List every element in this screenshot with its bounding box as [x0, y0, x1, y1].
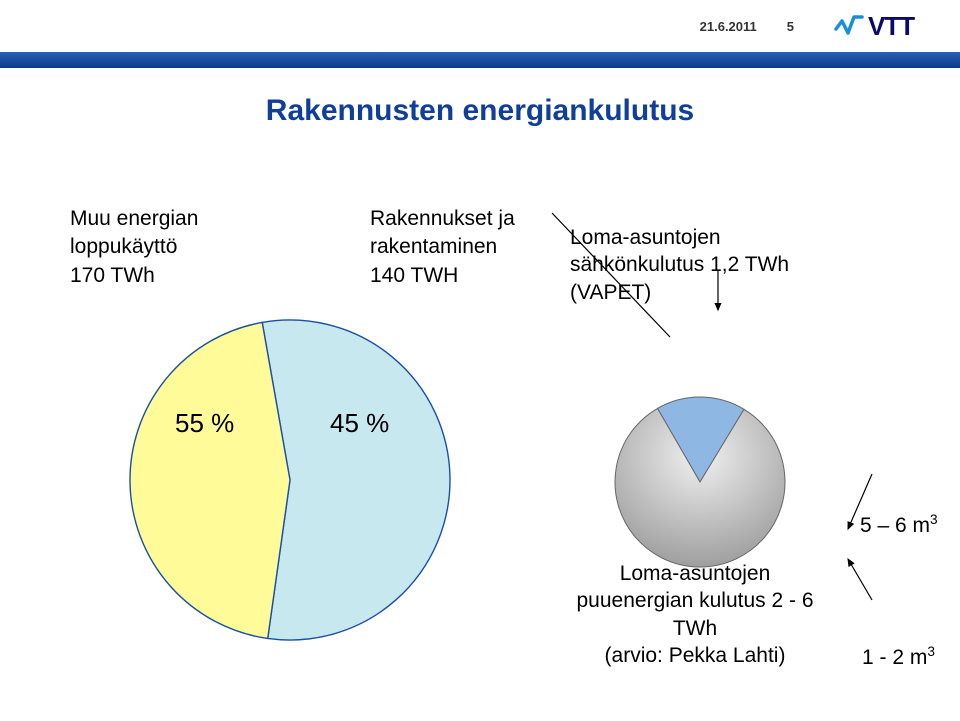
measure-lower: 1 - 2 m3	[862, 644, 935, 670]
annot2-line3: TWh	[555, 615, 835, 642]
slide-page-number: 5	[787, 19, 794, 34]
vtt-logo: VTT	[834, 11, 940, 41]
topbar: 21.6.2011 5 VTT	[0, 0, 960, 52]
measure-lower-val: 1 - 2 m	[862, 646, 927, 669]
slide-date: 21.6.2011	[700, 19, 757, 34]
annotation-wood: Loma-asuntojen puuenergian kulutus 2 - 6…	[555, 560, 835, 669]
logo-text-icon: VTT	[868, 11, 940, 41]
measure-upper-exp: 3	[930, 512, 938, 527]
annot2-line2: puuenergian kulutus 2 - 6	[555, 587, 835, 614]
annot2-line4: (arvio: Pekka Lahti)	[555, 642, 835, 669]
svg-text:VTT: VTT	[868, 11, 915, 41]
slide-root: 21.6.2011 5 VTT Rakennusten energiankulu…	[0, 0, 960, 641]
logo-mark-icon	[834, 11, 864, 41]
measure-upper: 5 – 6 m3	[860, 512, 938, 538]
measure-lower-exp: 3	[927, 644, 935, 659]
header-band	[0, 52, 960, 68]
measure-upper-val: 5 – 6 m	[860, 514, 930, 537]
slide-content: Rakennusten energiankulutus Muu energian…	[0, 80, 960, 641]
annot2-line1: Loma-asuntojen	[555, 560, 835, 587]
